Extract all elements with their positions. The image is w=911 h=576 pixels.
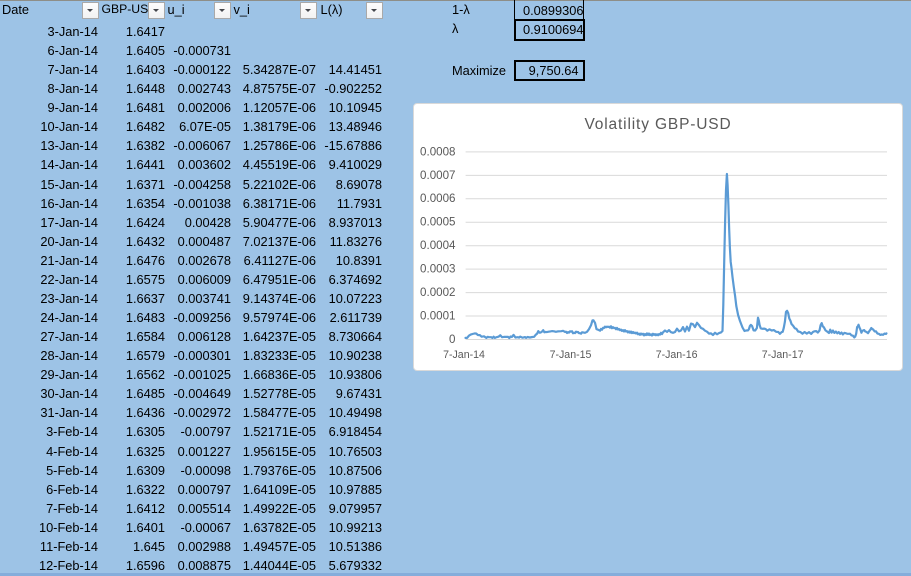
- svg-text:0: 0: [449, 333, 455, 346]
- svg-text:7-Jan-14: 7-Jan-14: [443, 349, 485, 361]
- svg-text:0.0006: 0.0006: [420, 192, 455, 205]
- svg-text:0.0002: 0.0002: [420, 286, 455, 299]
- svg-text:0.0007: 0.0007: [420, 169, 455, 182]
- svg-text:Volatility GBP-USD: Volatility GBP-USD: [584, 116, 731, 133]
- svg-text:7-Jan-17: 7-Jan-17: [762, 349, 804, 361]
- svg-text:0.0005: 0.0005: [420, 216, 455, 229]
- svg-text:0.0003: 0.0003: [420, 263, 455, 276]
- svg-text:7-Jan-16: 7-Jan-16: [656, 349, 698, 361]
- svg-text:0.0004: 0.0004: [420, 239, 456, 252]
- svg-text:0.0008: 0.0008: [420, 145, 455, 158]
- svg-text:0.0001: 0.0001: [420, 310, 455, 323]
- svg-text:7-Jan-15: 7-Jan-15: [550, 349, 592, 361]
